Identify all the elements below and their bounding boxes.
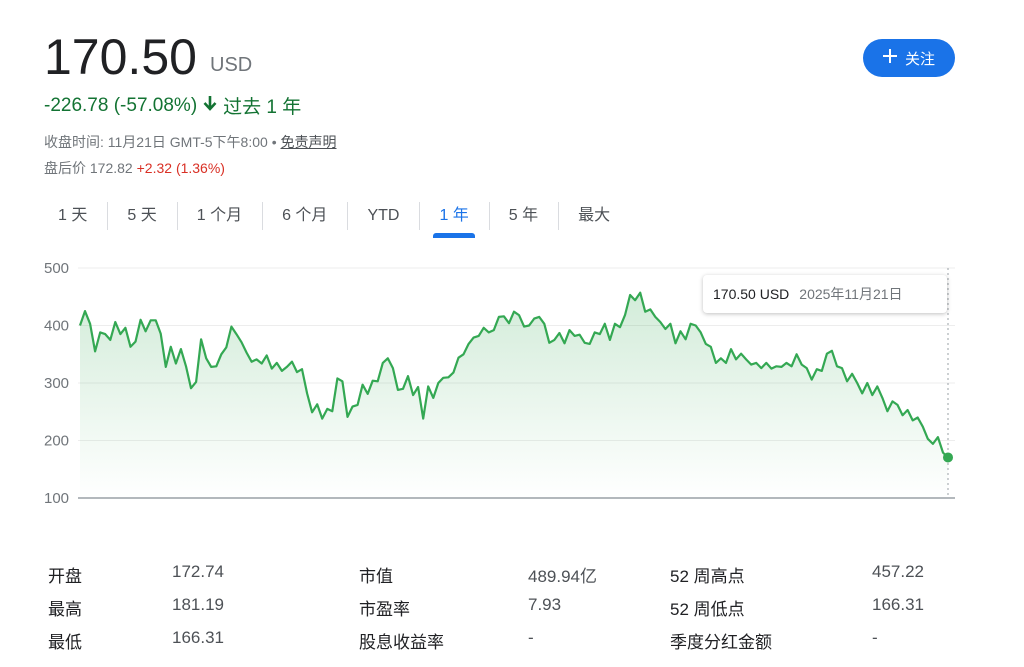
tab-6m[interactable]: 6 个月: [262, 198, 347, 234]
disclaimer-link[interactable]: 免责声明: [280, 134, 337, 150]
price-change: -226.78 (-57.08%) 过去 1 年: [44, 92, 301, 119]
range-tabs: 1 天 5 天 1 个月 6 个月 YTD 1 年 5 年 最大: [38, 198, 630, 238]
current-price: 170.50: [44, 29, 197, 85]
y-tick-label: 300: [44, 375, 69, 392]
tab-max[interactable]: 最大: [558, 198, 630, 234]
change-period: 过去 1 年: [223, 97, 302, 118]
after-hours-label: 盘后价: [44, 160, 86, 176]
stat-value: 457.22: [872, 562, 924, 581]
arrow-down-icon: [203, 95, 217, 117]
after-hours-price: 172.82: [89, 160, 133, 176]
chart-tooltip: 170.50 USD 2025年11月21日: [703, 275, 947, 313]
stat-label: 股息收益率: [359, 633, 444, 652]
currency: USD: [210, 54, 253, 76]
stat-label: 最低: [48, 633, 82, 652]
stat-value: 7.93: [528, 595, 562, 614]
tab-1m[interactable]: 1 个月: [176, 198, 262, 234]
stat-value: -: [872, 628, 878, 647]
close-time: 收盘时间: 11月21日 GMT-5下午8:00: [44, 134, 268, 150]
stat-value: 166.31: [172, 628, 224, 647]
follow-label: 关注: [904, 50, 935, 68]
tab-1d[interactable]: 1 天: [58, 207, 88, 224]
stat-label: 市值: [359, 567, 393, 586]
after-hours-row: 盘后价 172.82 +2.32 (1.36%): [44, 158, 225, 178]
stat-label: 52 周高点: [670, 567, 745, 586]
after-hours-change: +2.32: [136, 160, 173, 176]
y-tick-label: 400: [44, 318, 69, 335]
follow-button[interactable]: 关注: [863, 39, 955, 77]
stat-label: 最高: [48, 600, 82, 619]
close-time-row: 收盘时间: 11月21日 GMT-5下午8:00 • 免责声明: [44, 132, 337, 152]
y-tick-label: 100: [44, 490, 69, 507]
tab-5d[interactable]: 5 天: [107, 198, 176, 234]
last-point-marker: [943, 452, 953, 463]
price-area: [80, 292, 948, 498]
tooltip-date: 2025年11月21日: [799, 286, 903, 302]
tooltip-price: 170.50 USD: [713, 286, 790, 302]
after-hours-pct: (1.36%): [175, 160, 225, 176]
stat-label: 开盘: [48, 567, 82, 586]
separator: •: [271, 134, 277, 150]
tab-ytd[interactable]: YTD: [347, 198, 419, 234]
plus-icon: [882, 49, 897, 67]
stat-value: 181.19: [172, 595, 224, 614]
y-tick-label: 200: [44, 433, 69, 450]
tab-5y[interactable]: 5 年: [488, 198, 558, 234]
change-value: -226.78 (-57.08%): [44, 94, 198, 116]
stat-value: -: [528, 628, 534, 647]
stat-label: 季度分红金额: [670, 633, 772, 652]
stat-label: 52 周低点: [670, 600, 745, 619]
stat-label: 市盈率: [359, 600, 410, 619]
tab-1y[interactable]: 1 年: [419, 198, 488, 238]
stat-value: 166.31: [872, 595, 924, 614]
price-line: [78, 291, 949, 459]
stat-value: 489.94亿: [528, 567, 597, 586]
y-tick-label: 500: [44, 260, 69, 277]
stat-value: 172.74: [172, 562, 224, 581]
